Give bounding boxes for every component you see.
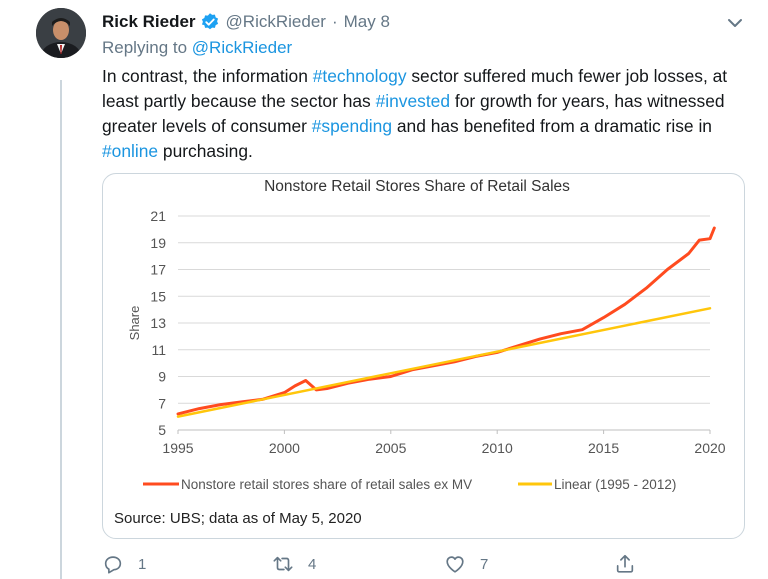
legend-label: Nonstore retail stores share of retail s… — [181, 477, 472, 492]
x-tick-label: 2010 — [482, 440, 513, 456]
y-tick-label: 5 — [158, 422, 166, 438]
tweet-text: In contrast, the information #technology… — [102, 64, 752, 164]
chart: Nonstore Retail Stores Share of Retail S… — [114, 178, 726, 527]
avatar[interactable] — [36, 8, 86, 58]
x-tick-label: 2000 — [269, 440, 300, 456]
x-tick-label: 2015 — [588, 440, 619, 456]
legend-label: Linear (1995 - 2012) — [554, 477, 676, 492]
y-tick-label: 15 — [150, 288, 166, 304]
reply-button[interactable]: 1 — [102, 553, 146, 575]
share-icon — [616, 554, 634, 573]
chart-grid — [178, 215, 710, 431]
retweet-button[interactable]: 4 — [272, 553, 316, 575]
thread-line — [60, 80, 62, 579]
reply-icon — [104, 556, 122, 574]
separator-dot: · — [331, 12, 338, 31]
chart-axes: 5 7 9 11 13 15 17 19 21 1995 2000 2005 2010 2015 2020 S… — [127, 208, 726, 456]
series-line-actual — [176, 226, 716, 416]
chevron-down-icon[interactable] — [724, 14, 746, 32]
y-tick-label: 21 — [150, 208, 166, 224]
chart-title: Nonstore Retail Stores Share of Retail S… — [264, 178, 570, 195]
series-line-linear — [176, 307, 712, 418]
y-tick-label: 17 — [150, 262, 166, 278]
like-button[interactable]: 7 — [444, 553, 488, 575]
tweet-text-segment: In contrast, the information — [102, 66, 313, 86]
y-tick-label: 13 — [150, 315, 166, 331]
avatar-image — [36, 8, 86, 58]
tweet-text-segment: for growth for years, has witnessed grea… — [102, 91, 725, 136]
x-tick-label: 2005 — [375, 440, 406, 456]
y-axis-label: Share — [127, 306, 142, 341]
handle[interactable]: @RickRieder — [225, 12, 326, 31]
hashtag-link[interactable]: #online — [102, 141, 159, 161]
tweet-text-segment: purchasing. — [158, 141, 253, 161]
tweet-actions: 1 4 7 — [102, 553, 662, 577]
like-count: 7 — [480, 555, 489, 573]
tweet-text-segment: sector suffered much fewer job losses, a… — [102, 66, 728, 111]
y-tick-label: 9 — [158, 369, 166, 385]
tweet-date[interactable]: May 8 — [343, 12, 390, 31]
hashtag-link[interactable]: #spending — [311, 116, 393, 136]
chart-source: Source: UBS; data as of May 5, 2020 — [114, 510, 362, 527]
retweet-icon — [273, 556, 293, 572]
replying-to-label: Replying to — [102, 38, 188, 57]
y-tick-label: 7 — [158, 395, 166, 411]
chart-series — [176, 226, 716, 418]
verified-badge-icon — [200, 12, 220, 32]
reply-count: 1 — [138, 555, 147, 573]
replying-to-mention[interactable]: @RickRieder — [191, 38, 293, 57]
y-tick-label: 11 — [151, 342, 166, 358]
hashtag-link[interactable]: #technology — [312, 66, 407, 86]
chart-image-card[interactable]: Nonstore Retail Stores Share of Retail S… — [102, 173, 745, 539]
share-button[interactable] — [614, 553, 636, 575]
hashtag-link[interactable]: #invested — [375, 91, 451, 111]
retweet-count: 4 — [308, 555, 317, 573]
chart-legend: Nonstore retail stores share of retail s… — [143, 477, 676, 492]
heart-icon — [446, 556, 464, 573]
x-tick-label: 1995 — [162, 440, 193, 456]
y-tick-label: 19 — [150, 235, 166, 251]
tweet-text-segment: and has benefited from a dramatic rise i… — [392, 116, 712, 136]
display-name[interactable]: Rick Rieder — [102, 12, 196, 31]
tweet-header: Rick Rieder @RickRieder · May 8 — [102, 10, 390, 34]
x-tick-label: 2020 — [694, 440, 725, 456]
replying-to: Replying to @RickRieder — [102, 38, 292, 58]
